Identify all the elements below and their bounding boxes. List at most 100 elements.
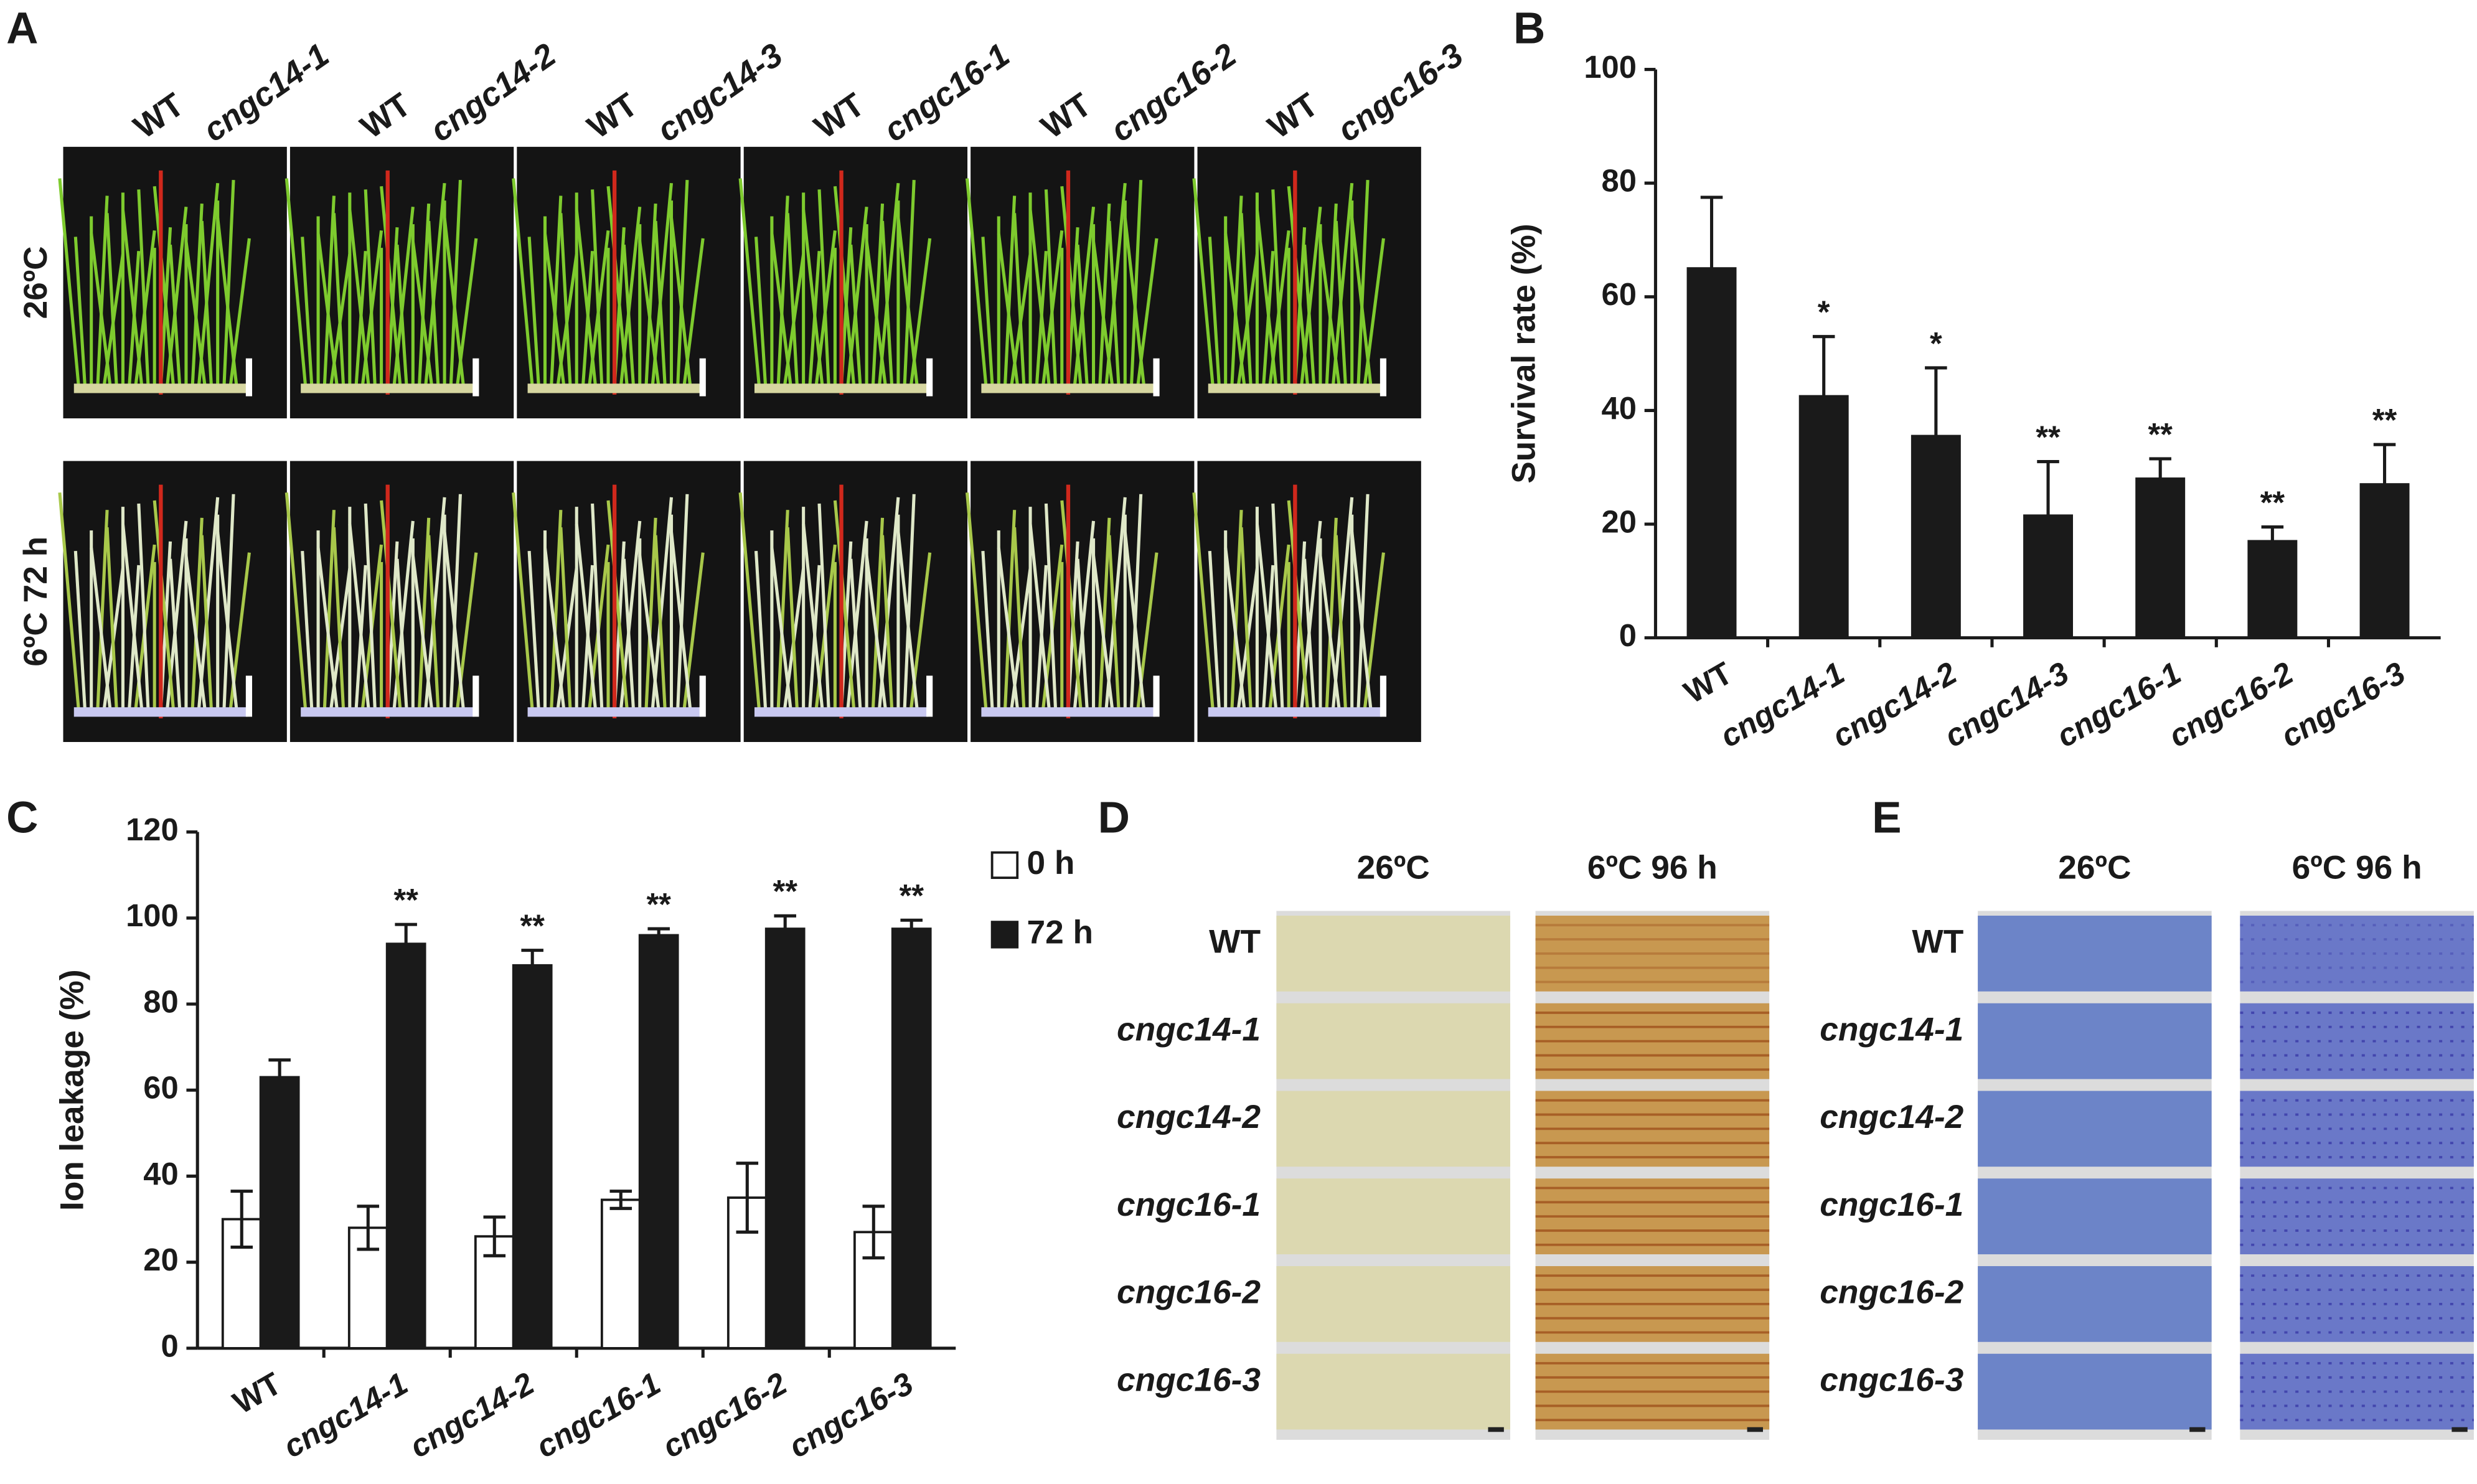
- plant: [449, 494, 462, 711]
- plant: [543, 233, 566, 387]
- plant: [1224, 547, 1246, 711]
- plant: [58, 178, 80, 387]
- panel-label: C: [6, 794, 38, 843]
- plant: [222, 494, 235, 711]
- plant: [1303, 244, 1316, 387]
- bar: [2135, 477, 2186, 639]
- column-label: WT: [354, 87, 418, 146]
- plant: [817, 189, 830, 387]
- y-tick-label: 100: [126, 898, 179, 933]
- y-axis-label: Ion leakage (%): [54, 969, 90, 1211]
- scale-bar: [2189, 1427, 2206, 1432]
- scale-bar: [1153, 675, 1160, 717]
- row-label: WT: [1912, 924, 1963, 960]
- plant: [200, 535, 214, 711]
- base: [301, 707, 475, 717]
- plant: [512, 492, 534, 711]
- plant: [284, 178, 308, 387]
- plant: [776, 510, 789, 711]
- plant: [153, 500, 176, 711]
- plant: [817, 503, 830, 711]
- leaf: [2240, 1266, 2474, 1342]
- x-tick-label: cngc16-1: [530, 1365, 666, 1464]
- y-tick-label: 120: [126, 812, 179, 847]
- plant: [550, 195, 563, 387]
- scale-bar: [1153, 358, 1160, 397]
- plant: [332, 213, 345, 387]
- annotation: *: [1930, 326, 1942, 361]
- plant: [1287, 186, 1310, 387]
- legend-label: 72 h: [1027, 914, 1093, 951]
- plant: [1044, 189, 1058, 387]
- leaf: [1978, 1091, 2212, 1167]
- scale-bar: [699, 675, 706, 717]
- plant: [105, 213, 118, 387]
- plant: [1208, 550, 1221, 711]
- leaf: [1276, 1003, 1510, 1079]
- plant: [676, 180, 689, 387]
- plant: [216, 532, 238, 711]
- plant: [559, 527, 572, 711]
- legend-swatch: [990, 921, 1019, 949]
- plant: [833, 186, 856, 387]
- annotation: **: [2260, 484, 2285, 520]
- plant: [1334, 220, 1348, 387]
- plant: [284, 492, 308, 711]
- plant: [322, 195, 336, 387]
- base: [301, 383, 475, 393]
- x-tick-label: cngc16-3: [783, 1365, 919, 1464]
- plant: [591, 503, 604, 711]
- base: [754, 707, 929, 717]
- plant: [411, 241, 434, 387]
- column-label: WT: [127, 87, 190, 146]
- plant: [1092, 241, 1114, 387]
- leaf: [1276, 1353, 1510, 1430]
- base: [527, 383, 702, 393]
- plant: [1208, 237, 1221, 387]
- plant: [417, 204, 431, 387]
- plant: [73, 237, 87, 387]
- plant: [1318, 241, 1341, 387]
- bar: [1798, 395, 1849, 639]
- scale-bar: [1747, 1427, 1763, 1432]
- row-label: cngc14-1: [1820, 1011, 1963, 1048]
- photo: [1535, 911, 1770, 1440]
- y-tick-label: 0: [161, 1328, 179, 1363]
- plant: [622, 558, 636, 711]
- plant: [903, 494, 916, 711]
- leaf: [2240, 1353, 2474, 1430]
- plant: [1098, 517, 1111, 711]
- plant: [1076, 558, 1089, 711]
- y-tick-label: 0: [1619, 618, 1637, 653]
- plant: [301, 237, 314, 387]
- column-label: WT: [808, 87, 872, 146]
- column-header: 6ºC 96 h: [2292, 850, 2422, 886]
- leaf: [1978, 1266, 2212, 1342]
- base: [73, 707, 248, 717]
- base: [527, 707, 702, 717]
- plant: [96, 195, 109, 387]
- plant: [121, 210, 144, 387]
- column-label: cngc14-1: [197, 37, 336, 149]
- plant: [1255, 524, 1278, 711]
- x-tick-label: cngc14-3: [1939, 655, 2075, 754]
- row-label: cngc16-2: [1820, 1274, 1963, 1311]
- x-tick-label: cngc14-2: [1826, 655, 1963, 754]
- x-tick-label: WT: [1678, 655, 1738, 710]
- plant: [332, 527, 345, 711]
- x-tick-label: WT: [227, 1365, 288, 1421]
- plant: [1092, 555, 1114, 711]
- x-tick-label: cngc16-3: [2275, 655, 2411, 754]
- plant: [575, 210, 598, 387]
- legend-swatch: [990, 851, 1019, 880]
- plant: [1239, 213, 1253, 387]
- plant: [1356, 494, 1370, 711]
- base: [1208, 707, 1382, 717]
- plant: [676, 494, 689, 711]
- plant: [1129, 180, 1143, 387]
- plant: [316, 233, 339, 387]
- plant: [802, 524, 824, 711]
- x-tick-label: cngc16-2: [2163, 655, 2299, 754]
- legend-label: 0 h: [1027, 845, 1074, 881]
